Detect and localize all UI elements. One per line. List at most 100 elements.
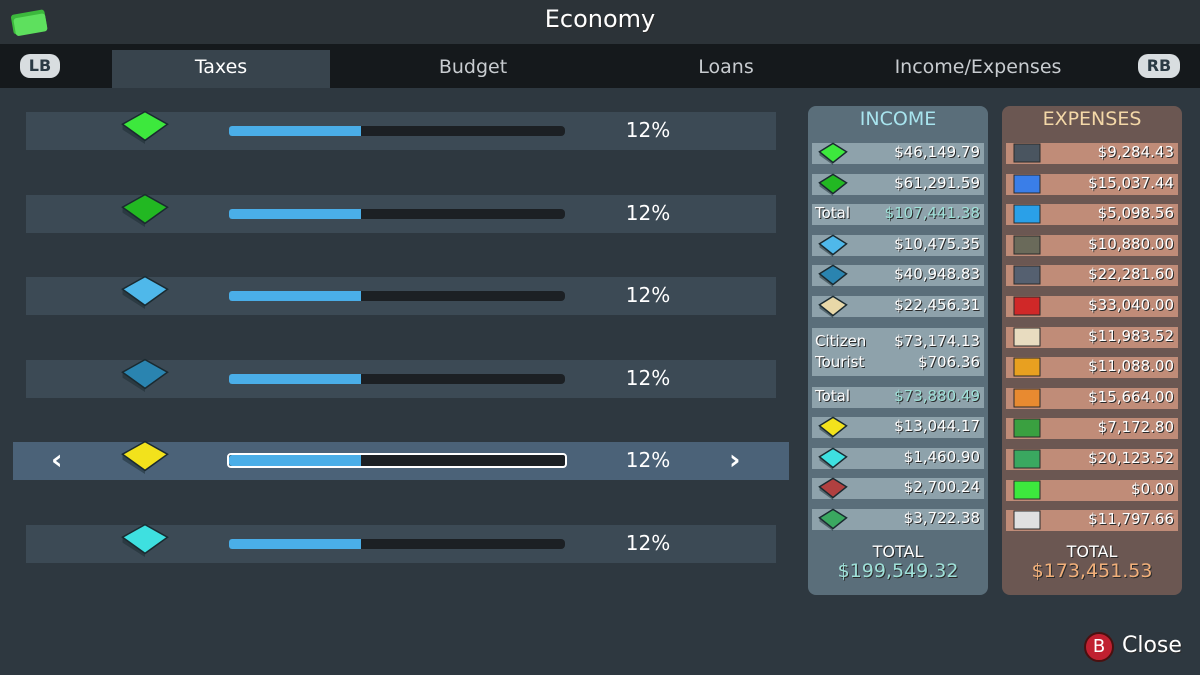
tax-rate: 12% xyxy=(625,118,671,142)
tax-icon xyxy=(121,110,169,144)
row-icon xyxy=(1013,296,1041,316)
line-value: $706.36 xyxy=(917,352,980,371)
row-value: $61,291.59 xyxy=(894,173,980,192)
row-value: $13,044.17 xyxy=(894,417,980,436)
row-value: $1,460.90 xyxy=(903,447,980,466)
row: $40,948.83 xyxy=(812,264,984,288)
row-icon xyxy=(818,173,848,196)
row-icon xyxy=(1013,480,1041,500)
tax-rate: 12% xyxy=(625,283,671,307)
row: $11,983.52 xyxy=(1006,326,1178,348)
row-value: $20,123.52 xyxy=(1088,449,1174,467)
row-icon xyxy=(1013,265,1041,285)
tax-slider-fill xyxy=(229,373,361,384)
tax-rate: 12% xyxy=(625,365,671,390)
tax-row[interactable]: 12% xyxy=(26,523,776,563)
tab[interactable]: Taxes xyxy=(194,56,248,78)
row-icon xyxy=(1013,174,1041,194)
total-value: $173,451.53 xyxy=(1031,560,1153,582)
expenses-panel: EXPENSES $9,284.43 $15,037.44 $5,098.56 $10,… xyxy=(1002,106,1182,595)
row-icon xyxy=(818,508,848,531)
tax-slider-fill xyxy=(229,455,361,466)
close-label[interactable]: Close xyxy=(1122,633,1182,658)
row: $20,123.52 xyxy=(1006,449,1178,470)
tax-icon xyxy=(121,358,169,392)
income-panel: INCOME $46,149.79 $61,291.59 Total $107,441.… xyxy=(808,106,988,595)
row: Total $107,441.38 xyxy=(812,204,984,226)
title: Economy xyxy=(544,5,656,33)
tax-icon xyxy=(121,275,169,309)
arrow-right[interactable]: › xyxy=(729,443,741,476)
line-label: Citizen xyxy=(815,331,867,350)
row-icon xyxy=(1013,510,1041,530)
panel-title: INCOME xyxy=(859,108,937,130)
tax-row[interactable]: 12% xyxy=(26,275,776,315)
rb-button[interactable]: RB xyxy=(1138,54,1180,78)
tax-row[interactable]: 12% ‹ › xyxy=(13,440,789,480)
total-label: TOTAL xyxy=(872,542,924,561)
tax-icon xyxy=(121,440,169,474)
row-icon xyxy=(818,447,848,470)
row: $46,149.79 xyxy=(812,142,984,165)
row-value: $22,281.60 xyxy=(1088,265,1174,284)
row-value: $22,456.31 xyxy=(894,296,980,314)
tab[interactable]: Loans xyxy=(698,56,754,78)
tax-row[interactable]: 12% xyxy=(26,358,776,398)
row-value: $73,880.49 xyxy=(894,386,980,405)
row-value: $15,037.44 xyxy=(1088,173,1174,192)
row-icon xyxy=(818,142,848,165)
tax-slider-track xyxy=(229,208,565,219)
total-value: $199,549.32 xyxy=(837,560,959,582)
arrow-left[interactable]: ‹ xyxy=(51,443,63,476)
tax-slider-fill xyxy=(229,208,361,219)
tax-slider-fill xyxy=(229,538,361,549)
tax-rate: 12% xyxy=(625,200,671,225)
title-bar: Economy xyxy=(0,0,1200,44)
row-value: $11,088.00 xyxy=(1088,357,1174,376)
tax-slider-track xyxy=(229,291,565,301)
row-label: Total xyxy=(815,386,851,405)
row: $11,088.00 xyxy=(1006,357,1178,379)
row: $13,044.17 xyxy=(812,416,984,440)
row: $3,722.38 xyxy=(812,508,984,531)
close-button-icon[interactable]: B xyxy=(1084,632,1114,662)
row: $7,172.80 xyxy=(1006,418,1178,440)
tax-slider-track xyxy=(229,538,565,549)
tax-icon xyxy=(121,193,169,227)
row: $22,281.60 xyxy=(1006,265,1178,287)
row: $0.00 xyxy=(1006,479,1178,501)
row-value: $0.00 xyxy=(1131,479,1174,498)
tax-icon xyxy=(121,523,169,557)
tax-row[interactable]: 12% xyxy=(26,110,776,150)
tax-row[interactable]: 12% xyxy=(26,193,776,233)
row-value: $9,284.43 xyxy=(1097,143,1174,161)
row-value: $33,040.00 xyxy=(1088,296,1174,314)
row: $11,797.66 xyxy=(1006,510,1178,532)
row-icon xyxy=(818,295,848,318)
panel-title: EXPENSES xyxy=(1042,108,1142,130)
tab[interactable]: Budget xyxy=(438,56,508,78)
row-label: Total xyxy=(815,204,851,223)
row: $1,460.90 xyxy=(812,447,984,470)
row: Total $73,880.49 xyxy=(812,386,984,408)
row: $22,456.31 xyxy=(812,295,984,318)
row-value: $2,700.24 xyxy=(903,478,980,497)
row-icon xyxy=(1013,357,1041,377)
active-tab-bg xyxy=(112,50,330,88)
row-value: $3,722.38 xyxy=(903,509,980,527)
row-value: $107,441.38 xyxy=(884,204,980,223)
row-icon xyxy=(1013,204,1041,224)
row-icon xyxy=(818,264,848,288)
tax-rate: 12% xyxy=(625,530,671,555)
row-icon xyxy=(1013,143,1041,163)
tax-slider-fill xyxy=(229,126,361,136)
tab[interactable]: Income/Expenses xyxy=(894,56,1062,78)
lb-button[interactable]: LB xyxy=(20,54,60,78)
row-icon xyxy=(818,234,848,257)
row-icon xyxy=(1013,388,1041,408)
row-value: $11,797.66 xyxy=(1088,510,1174,529)
tax-rate: 12% xyxy=(625,448,671,472)
row: $61,291.59 xyxy=(812,173,984,196)
tax-slider-track xyxy=(229,126,565,136)
